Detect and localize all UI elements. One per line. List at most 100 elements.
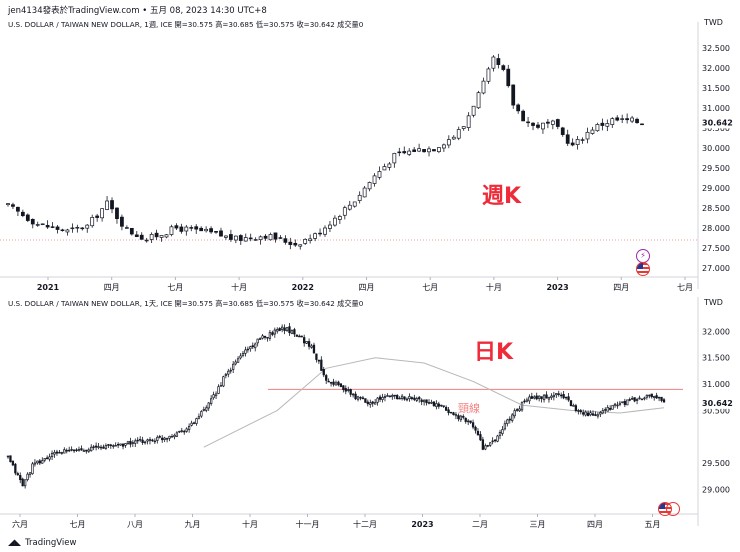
us-flag-icon[interactable] xyxy=(636,262,650,276)
candle-body xyxy=(102,446,105,449)
candle-body xyxy=(317,359,321,362)
candle-body xyxy=(288,326,291,334)
candle-body xyxy=(337,216,342,220)
candle-body xyxy=(620,118,625,120)
y-tick-label: 28.500 xyxy=(702,204,730,213)
candle-body xyxy=(574,405,578,411)
candle-body xyxy=(187,425,191,430)
event-marker-icon[interactable] xyxy=(666,502,680,516)
candle-body xyxy=(170,436,174,438)
candle-body xyxy=(233,235,238,241)
weekly-currency-label: TWD xyxy=(704,18,723,27)
candle-body xyxy=(68,449,71,452)
candle-body xyxy=(565,134,570,144)
candle-body xyxy=(229,369,232,372)
candle-body xyxy=(422,149,426,153)
candle-body xyxy=(352,201,357,207)
x-tick-label: 五月 xyxy=(645,520,661,529)
candle-body xyxy=(65,449,68,452)
candle-body xyxy=(33,462,37,465)
y-tick-label: 32.000 xyxy=(702,327,730,336)
y-tick-label: 29.000 xyxy=(702,485,730,494)
candle-body xyxy=(342,207,347,216)
candle-body xyxy=(313,233,317,239)
x-tick-label: 二月 xyxy=(472,520,488,529)
candle-body xyxy=(239,355,242,359)
candle-body xyxy=(633,397,636,402)
candle-body xyxy=(168,435,171,439)
daily-currency-label: TWD xyxy=(704,298,723,307)
candle-body xyxy=(496,58,501,65)
candle-body xyxy=(333,217,337,226)
candle-body xyxy=(643,397,646,400)
candle-body xyxy=(572,405,575,407)
candle-body xyxy=(158,436,161,438)
candle-body xyxy=(204,228,209,232)
candle-body xyxy=(444,406,448,411)
candle-body xyxy=(134,440,137,444)
candle-body xyxy=(459,415,462,421)
candle-body xyxy=(542,394,546,401)
candle-body xyxy=(263,235,268,239)
candle-body xyxy=(46,457,49,460)
candle-body xyxy=(312,344,316,354)
candle-body xyxy=(408,396,411,400)
candle-body xyxy=(328,224,332,229)
x-tick-label: 九月 xyxy=(185,520,201,529)
candle-body xyxy=(530,396,533,399)
candle-body xyxy=(367,182,372,190)
y-tick-label: 27.500 xyxy=(702,244,730,253)
candle-body xyxy=(120,216,124,227)
candle-body xyxy=(184,226,189,232)
candle-body xyxy=(610,118,615,125)
candle-body xyxy=(14,463,17,474)
candle-body xyxy=(141,439,144,443)
candle-body xyxy=(318,232,322,235)
candle-body xyxy=(124,443,127,446)
footer-brand[interactable]: ◢◣ TradingView xyxy=(8,538,76,548)
x-tick-label: 七月 xyxy=(70,520,86,529)
candle-body xyxy=(159,235,164,238)
candle-body xyxy=(462,415,465,418)
candle-body xyxy=(41,460,44,464)
daily-chart[interactable]: 32.000 31.500 31.000 30.500 29.500 29.000 六月 七月… xyxy=(0,297,735,529)
x-tick-label: 十二月 xyxy=(353,519,377,529)
candle-body xyxy=(437,403,440,407)
candle-body xyxy=(386,395,389,397)
candle-body xyxy=(85,449,88,452)
candle-body xyxy=(148,439,152,442)
candle-body xyxy=(456,129,461,139)
candle-body xyxy=(577,410,580,412)
candle-body xyxy=(523,400,526,403)
candle-body xyxy=(107,444,110,446)
x-tick-label: 2021 xyxy=(37,283,60,292)
candle-body xyxy=(515,409,519,411)
candle-body xyxy=(190,422,193,426)
candle-body xyxy=(164,234,169,238)
last-price-box xyxy=(699,396,735,409)
x-tick-label: 2022 xyxy=(292,283,314,292)
y-tick-label: 31.500 xyxy=(702,84,730,93)
candle-body xyxy=(564,396,568,399)
candle-body xyxy=(276,329,279,332)
candle-body xyxy=(303,239,308,244)
candle-body xyxy=(82,450,86,452)
candle-body xyxy=(278,237,283,239)
candle-body xyxy=(528,396,531,402)
candle-body xyxy=(207,402,210,409)
candle-body xyxy=(393,394,396,397)
x-tick-label: 2023 xyxy=(546,283,568,292)
candle-body xyxy=(154,232,159,238)
candle-body xyxy=(354,393,357,400)
weekly-chart[interactable]: 32.500 32.000 31.500 31.000 30.500 30.000 29.5… xyxy=(0,22,735,292)
candle-body xyxy=(461,126,466,129)
candle-body xyxy=(55,226,60,230)
candle-body xyxy=(372,175,377,184)
candle-body xyxy=(405,398,409,401)
candle-body xyxy=(169,226,174,235)
candle-body xyxy=(391,395,394,398)
lightning-icon[interactable]: ⚡ xyxy=(636,249,650,263)
candle-body xyxy=(308,238,313,241)
candle-body xyxy=(53,452,56,455)
candle-body xyxy=(615,117,620,121)
